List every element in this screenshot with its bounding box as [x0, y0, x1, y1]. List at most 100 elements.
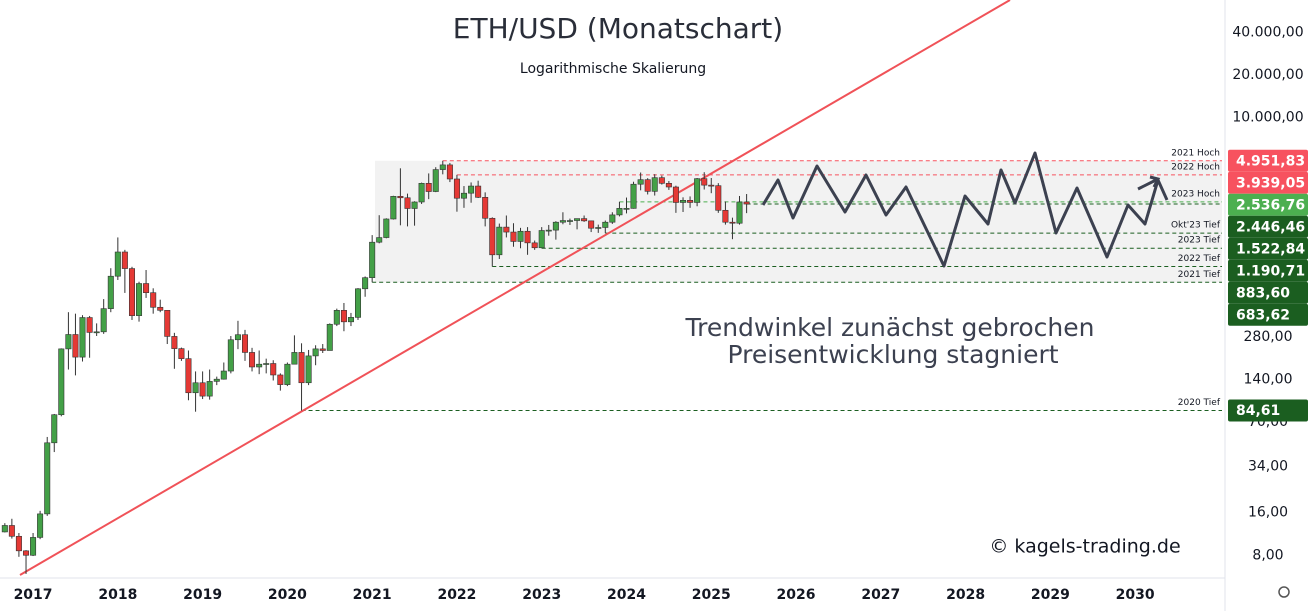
candle-body	[390, 196, 397, 220]
candle-body	[588, 220, 595, 229]
candle-body	[517, 230, 524, 242]
candle-body	[100, 308, 107, 333]
candle-body	[157, 306, 164, 311]
candle-body	[362, 277, 369, 290]
forecast-zigzag	[761, 151, 1169, 268]
candle-body	[277, 374, 284, 385]
range-box	[375, 160, 1222, 283]
candle-body	[192, 382, 199, 394]
candle-body	[581, 218, 588, 222]
candle-body	[722, 209, 729, 223]
candle-body	[249, 352, 256, 368]
candle-body	[242, 334, 249, 353]
candle-body	[213, 378, 220, 382]
candle-body	[701, 178, 708, 186]
candle-body	[369, 241, 376, 278]
candle-body	[729, 221, 736, 224]
candle-body	[150, 292, 157, 308]
y-tick-label: 280,00	[1244, 329, 1293, 345]
candle-body	[1, 525, 8, 533]
level-note: 2021 Tief	[1178, 270, 1221, 280]
candle-body	[128, 268, 135, 316]
candle-body	[630, 183, 637, 209]
candle-body	[383, 218, 390, 238]
candle-body	[439, 164, 446, 170]
y-tick-label: 16,00	[1248, 505, 1288, 521]
trend-line	[19, 0, 1011, 576]
candle-body	[665, 183, 672, 188]
price-layer	[1, 160, 750, 574]
candle-body	[602, 221, 609, 228]
level-label: 1.522,84	[1236, 241, 1305, 257]
candle-body	[538, 230, 545, 249]
x-tick-label: 2025	[692, 587, 731, 603]
candle-body	[178, 348, 185, 359]
level-label: 883,60	[1236, 285, 1290, 301]
level-box	[1228, 237, 1308, 260]
candle-body	[658, 177, 665, 184]
candle-body	[326, 323, 333, 351]
level-note: 2021 Hoch	[1171, 148, 1220, 158]
candle-body	[23, 550, 30, 556]
candle-body	[312, 348, 319, 357]
candle-body	[51, 414, 58, 444]
level-label: 84,61	[1236, 403, 1280, 419]
level-label: 3.939,05	[1236, 175, 1305, 191]
candle-body	[333, 310, 340, 325]
candle-body	[37, 513, 44, 538]
candle-body	[432, 169, 439, 192]
candle-body	[736, 201, 743, 224]
candle-body	[425, 183, 432, 192]
candle-body	[114, 251, 121, 277]
candle-body	[552, 221, 559, 231]
candle-body	[220, 370, 227, 380]
level-label: 1.190,71	[1236, 263, 1305, 279]
candle-body	[482, 197, 489, 219]
candle-body	[121, 251, 128, 269]
candle-body	[79, 317, 86, 358]
candle-body	[510, 231, 517, 242]
annotation: Trendwinkel zunächst gebrochen	[685, 313, 1095, 342]
candle-body	[206, 381, 213, 397]
candle-body	[298, 352, 305, 384]
candle-body	[559, 220, 566, 223]
candle-body	[305, 355, 312, 384]
candle-body	[256, 363, 263, 368]
candle-body	[234, 334, 241, 341]
candle-body	[319, 348, 326, 351]
level-box	[1228, 303, 1308, 326]
background-layer	[301, 160, 1222, 412]
candle-body	[15, 535, 22, 552]
level-label: 2.536,76	[1236, 197, 1305, 213]
candle-body	[694, 178, 701, 203]
level-label: 4.951,83	[1236, 153, 1305, 169]
candle-body	[58, 348, 65, 416]
candle-body	[199, 382, 206, 397]
x-tick-label: 2027	[861, 587, 900, 603]
candle-body	[475, 185, 482, 198]
candle-body	[418, 183, 425, 203]
candle-body	[376, 237, 383, 243]
candle-body	[8, 525, 15, 537]
candle-body	[566, 220, 573, 222]
x-tick-label: 2019	[183, 587, 222, 603]
y-tick-label: 10.000,00	[1232, 110, 1303, 126]
candle-body	[651, 177, 658, 192]
x-tick-label: 2020	[268, 587, 307, 603]
level-box	[1228, 259, 1308, 282]
x-tick-label: 2023	[522, 587, 561, 603]
settings-icon[interactable]	[1278, 586, 1290, 598]
level-note: 2020 Tief	[1178, 398, 1221, 408]
candle-body	[411, 201, 418, 209]
x-tick-label: 2030	[1116, 587, 1155, 603]
level-box	[1228, 171, 1308, 194]
forecast-arrow	[1137, 177, 1159, 191]
candle-body	[574, 218, 581, 221]
candle-body	[291, 352, 298, 365]
candle-body	[143, 283, 150, 293]
candle-body	[171, 336, 178, 349]
x-tick-label: 2021	[353, 587, 392, 603]
level-note: 2022 Tief	[1178, 254, 1221, 264]
candle-body	[72, 334, 79, 358]
